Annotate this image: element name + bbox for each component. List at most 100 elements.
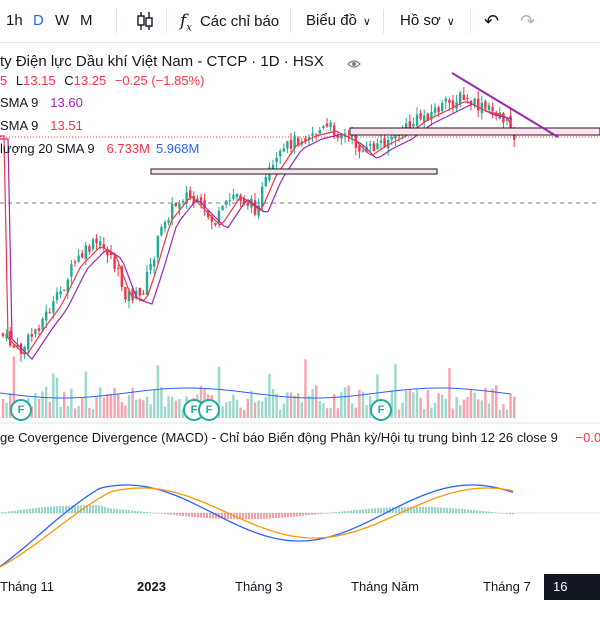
macd-histogram-bar [398,507,400,513]
volume-bar [318,400,321,418]
macd-histogram-bar [23,509,25,513]
event-marker[interactable]: F [198,399,220,421]
volume-bar [235,399,239,418]
macd-line [0,484,514,568]
macd-histogram-bar [251,513,253,520]
volume-bar [498,409,501,418]
chevron-down-icon: ∨ [446,16,455,28]
candle-body [383,137,386,148]
macd-histogram-bar [152,512,154,514]
macd-histogram-bar [461,508,463,513]
interval-w[interactable]: W [55,12,70,29]
price-chart[interactable] [0,43,600,574]
candle-body [232,194,235,199]
support-rectangle [150,168,438,175]
volume-bar [469,389,473,418]
macd-histogram-bar [254,513,256,520]
volume-bar [397,409,401,418]
candle-body [451,100,455,108]
candle-body [347,135,350,137]
redo-icon[interactable]: ↷ [520,11,536,31]
undo-icon[interactable]: ↶ [484,11,500,31]
volume-bar [99,387,102,418]
sma-label: SMA 9 [0,118,39,133]
trendline [451,72,559,138]
macd-histogram-bar [467,509,469,513]
volume-bar [1,398,5,418]
candle-body [307,137,311,140]
macd-histogram-bar [419,506,421,513]
macd-histogram-bar [122,509,124,513]
volume-bar [286,392,289,418]
macd-histogram-bar [161,513,163,514]
macd-histogram-bar [173,513,175,516]
candle-body [5,333,8,339]
macd-histogram-bar [476,510,478,513]
candle-body [361,150,365,152]
indicators-label: Các chỉ báo [199,13,280,30]
macd-histogram-bar [485,511,487,513]
candle-body [95,238,98,244]
candle-body [217,210,221,224]
volume-bar [268,373,271,418]
macd-histogram-bar [116,508,118,513]
interval-d[interactable]: D [33,12,44,29]
volume-bar [333,394,336,418]
macd-histogram-bar [242,513,244,520]
candle-body [63,289,66,291]
macd-histogram-bar [359,509,361,513]
macd-histogram-bar [455,508,457,513]
macd-histogram-bar [410,506,412,513]
macd-histogram-bar [65,505,67,513]
interval-1h[interactable]: 1h [6,12,23,29]
candle-body [109,252,113,255]
macd-histogram-bar [425,506,427,513]
macd-histogram-bar [293,513,295,517]
candle-body [73,261,77,263]
fx-icon: fx [180,11,192,34]
macd-histogram-bar [341,511,343,513]
event-marker[interactable]: F [370,399,392,421]
candle-body [297,137,300,146]
profile-button[interactable]: Hồ sơ ∨ [400,0,455,42]
volume-bar [279,409,282,418]
crosshair-date-badge: 16 Tháng [544,574,600,620]
candle-body [271,164,275,169]
candle-body [304,138,307,142]
volume-bar [513,396,516,418]
volume-bar [225,402,228,418]
candle-body [59,291,62,295]
candle-body [387,140,390,149]
macd-histogram-bar [5,511,7,513]
volume-bar [347,385,350,418]
candle-body [466,97,469,99]
chart-type-button[interactable]: Biểu đồ ∨ [306,0,371,42]
candle-body [376,143,379,150]
macd-histogram-bar [77,505,79,513]
candle-body [203,200,206,208]
eye-icon[interactable] [347,57,361,71]
candle-body [405,123,408,131]
candles-icon[interactable] [136,0,154,42]
candle-body [52,301,55,313]
volume-bar [455,396,458,418]
macd-histogram-bar [458,508,460,513]
indicators-button[interactable]: fx Các chỉ báo [180,0,279,42]
volume-bar [423,409,426,418]
volume-value: 6.733M [106,141,150,156]
candle-body [473,98,476,107]
candle-body [351,134,354,137]
macd-histogram-bar [287,513,289,518]
candle-body [66,279,69,293]
macd-histogram-bar [302,513,304,516]
macd-value: −0.05 [575,430,600,445]
macd-histogram-bar [257,513,259,519]
event-marker[interactable]: F [10,399,32,421]
candle-body [279,150,282,157]
volume-bar [376,374,379,418]
volume-bar [282,403,285,418]
volume-bar [325,408,329,418]
macd-histogram-bar [380,507,382,513]
macd-histogram-bar [41,507,43,513]
interval-m[interactable]: M [80,12,93,29]
